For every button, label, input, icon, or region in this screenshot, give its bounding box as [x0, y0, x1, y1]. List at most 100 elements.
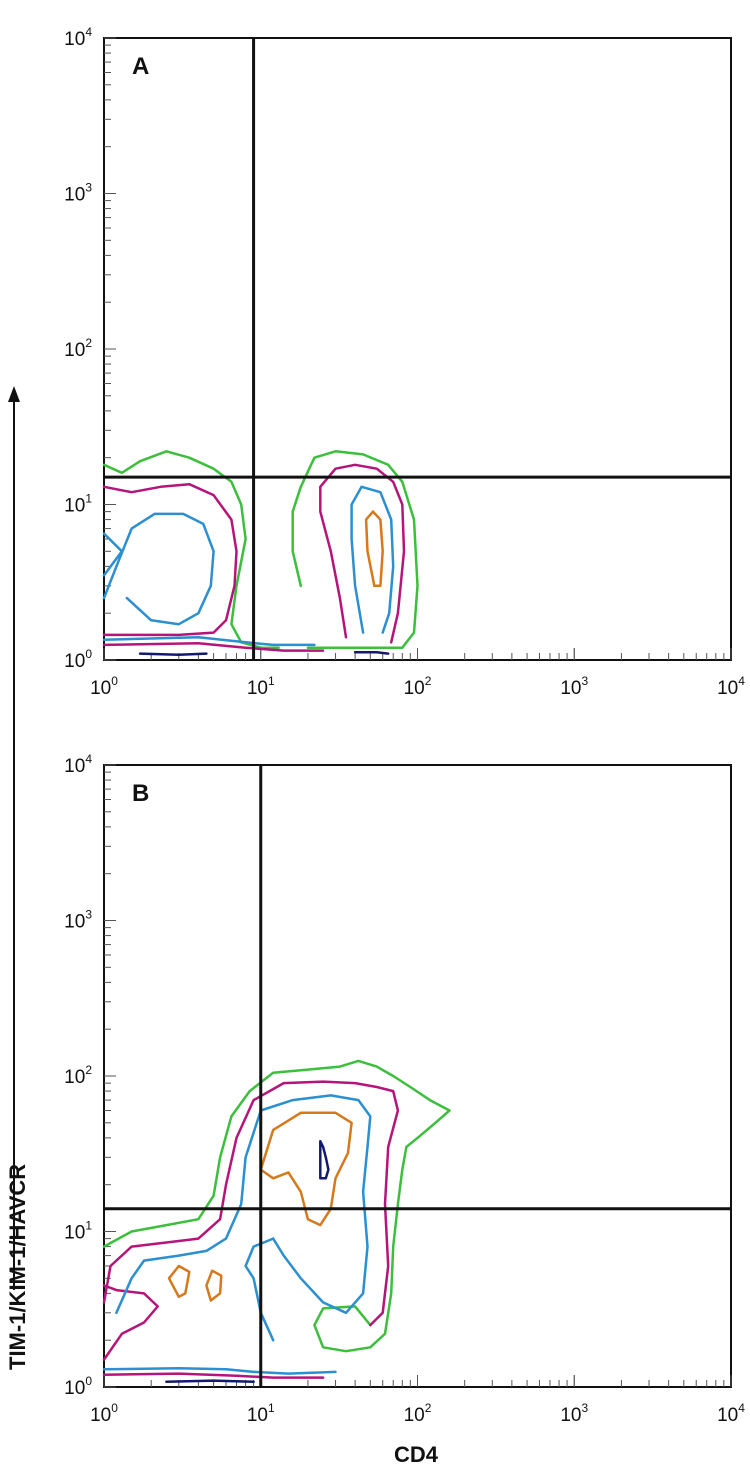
panel-a-x-tick-label: 101 — [247, 674, 275, 699]
y-tick-base: 10 — [64, 29, 85, 50]
panel-b-contour-green — [102, 1059, 451, 1353]
panel-b-contour-orange — [205, 1269, 223, 1302]
panel-a-y-tick-label: 101 — [64, 492, 92, 517]
panel-a-x-tick-label: 102 — [404, 674, 432, 699]
panel-b-quadrant-lines — [104, 765, 731, 1387]
y-axis-title: TIM-1/KIM-1/HAVCR — [5, 1164, 30, 1370]
x-tick-exponent: 1 — [268, 674, 275, 688]
x-tick-exponent: 0 — [111, 674, 118, 688]
x-tick-exponent: 3 — [581, 674, 588, 688]
panel-a-contour-magenta — [102, 642, 325, 652]
y-tick-base: 10 — [64, 340, 85, 361]
y-tick-exponent: 1 — [85, 1219, 92, 1233]
y-tick-exponent: 4 — [85, 25, 92, 39]
panel-b-x-tick-label: 100 — [90, 1401, 118, 1426]
panel-a-contour-orange — [364, 510, 384, 588]
panel-a-x-tick-label: 100 — [90, 674, 118, 699]
panel-a-contour-magenta — [102, 482, 238, 637]
panel-b-x-tick-label: 104 — [717, 1401, 745, 1426]
y-tick-base: 10 — [64, 651, 85, 672]
x-tick-base: 10 — [90, 678, 111, 699]
x-tick-base: 10 — [560, 678, 581, 699]
panel-b-contour-navy — [165, 1379, 255, 1384]
panel-a-quadrant-lines — [104, 38, 731, 660]
panel-a-contour-blue — [350, 485, 395, 634]
y-tick-base: 10 — [64, 756, 85, 777]
y-tick-base: 10 — [64, 912, 85, 933]
y-axis-title-group: TIM-1/KIM-1/HAVCR — [5, 386, 30, 1370]
x-tick-exponent: 4 — [738, 674, 745, 688]
y-tick-base: 10 — [64, 1067, 85, 1088]
x-tick-exponent: 4 — [738, 1401, 745, 1415]
x-tick-exponent: 2 — [425, 674, 432, 688]
panel-b-contour-orange — [167, 1264, 191, 1299]
panel-a-contour-blue — [102, 532, 124, 577]
panel-b-contour-magenta — [102, 1284, 159, 1361]
y-tick-base: 10 — [64, 496, 85, 517]
x-tick-exponent: 1 — [268, 1401, 275, 1415]
panel-a-y-tick-label: 104 — [64, 25, 92, 50]
panel-a-contour-magenta — [319, 463, 406, 644]
y-tick-exponent: 3 — [85, 181, 92, 195]
panel-b-y-tick-label: 103 — [64, 908, 92, 933]
y-tick-base: 10 — [64, 1378, 85, 1399]
x-tick-exponent: 0 — [111, 1401, 118, 1415]
x-tick-base: 10 — [247, 678, 268, 699]
panel-b-y-tick-label: 101 — [64, 1219, 92, 1244]
y-tick-base: 10 — [64, 185, 85, 206]
y-axis-arrow-head — [8, 386, 20, 402]
panel-b-contour-blue — [102, 1367, 337, 1375]
panel-b-x-tick-label: 101 — [247, 1401, 275, 1426]
x-tick-base: 10 — [404, 1405, 425, 1426]
panel-a-x-tick-label: 103 — [560, 674, 588, 699]
panel-a-contour-navy — [353, 651, 390, 655]
panel-b-minor-ticks — [103, 764, 732, 1388]
panel-b-contours — [102, 1059, 451, 1384]
panel-a-y-tick-label: 100 — [64, 647, 92, 672]
panel-a-contours — [102, 450, 419, 657]
panel-b-contour-magenta — [102, 1080, 400, 1327]
y-tick-exponent: 4 — [85, 752, 92, 766]
y-tick-exponent: 2 — [85, 1063, 92, 1077]
panel-b-contour-orange — [259, 1111, 353, 1227]
panel-a-x-tick-label: 104 — [717, 674, 745, 699]
x-tick-base: 10 — [404, 678, 425, 699]
x-tick-base: 10 — [560, 1405, 581, 1426]
x-tick-exponent: 2 — [425, 1401, 432, 1415]
panel-a-y-tick-label: 103 — [64, 181, 92, 206]
x-tick-base: 10 — [717, 678, 738, 699]
panel-a-contour-green — [102, 450, 280, 649]
panel-b-contour-magenta — [102, 1372, 325, 1379]
x-axis-title: CD4 — [394, 1442, 439, 1467]
panel-b-y-tick-label: 102 — [64, 1063, 92, 1088]
panel-b-y-tick-label: 104 — [64, 752, 92, 777]
panel-b-x-tick-label: 102 — [404, 1401, 432, 1426]
panel-a-contour-blue — [102, 636, 316, 647]
panel-b-x-tick-label: 103 — [560, 1401, 588, 1426]
panel-a-contour-green — [291, 450, 419, 649]
x-tick-base: 10 — [90, 1405, 111, 1426]
y-tick-exponent: 3 — [85, 908, 92, 922]
panel-a-contour-navy — [138, 652, 208, 657]
y-tick-exponent: 0 — [85, 1374, 92, 1388]
y-tick-exponent: 2 — [85, 336, 92, 350]
x-tick-base: 10 — [717, 1405, 738, 1426]
panel-b-letter: B — [132, 780, 149, 807]
y-tick-exponent: 0 — [85, 647, 92, 661]
y-tick-exponent: 1 — [85, 492, 92, 506]
panel-b-frame — [103, 764, 732, 1388]
panel-b-contour-navy — [319, 1140, 330, 1180]
panel-b-y-tick-label: 100 — [64, 1374, 92, 1399]
x-tick-exponent: 3 — [581, 1401, 588, 1415]
panel-a-contour-blue — [102, 512, 215, 626]
panel-b-contour-blue — [244, 1237, 275, 1342]
panel-a-y-tick-label: 102 — [64, 336, 92, 361]
y-tick-base: 10 — [64, 1223, 85, 1244]
panel-b-contour-blue — [115, 1094, 372, 1315]
x-tick-base: 10 — [247, 1405, 268, 1426]
